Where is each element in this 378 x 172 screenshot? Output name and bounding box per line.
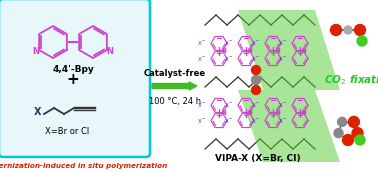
- Text: X$^-$: X$^-$: [224, 101, 233, 109]
- Text: X$^-$: X$^-$: [278, 55, 287, 63]
- Text: X$^-$: X$^-$: [224, 39, 233, 47]
- Text: X$^-$: X$^-$: [278, 117, 287, 125]
- Text: N: N: [248, 49, 253, 54]
- Text: Quaternization-induced in situ polymerization: Quaternization-induced in situ polymeriz…: [0, 163, 167, 169]
- Text: Catalyst-free: Catalyst-free: [144, 69, 206, 78]
- Text: N: N: [248, 48, 253, 53]
- Text: N: N: [275, 49, 280, 54]
- Polygon shape: [238, 90, 340, 162]
- Text: N: N: [275, 48, 280, 53]
- Text: N: N: [302, 48, 307, 53]
- Text: N: N: [302, 110, 307, 115]
- Text: X$^-$: X$^-$: [197, 55, 206, 63]
- Text: N: N: [33, 47, 40, 56]
- Text: X$^-$: X$^-$: [251, 39, 260, 47]
- Circle shape: [355, 135, 365, 145]
- Text: X$^-$: X$^-$: [197, 101, 206, 109]
- Text: X=Br or Cl: X=Br or Cl: [45, 127, 89, 136]
- Text: N: N: [275, 110, 280, 115]
- Circle shape: [342, 135, 353, 146]
- Text: VIPA-X (X=Br, CI): VIPA-X (X=Br, CI): [215, 154, 301, 163]
- Text: N: N: [221, 48, 226, 53]
- Text: N: N: [275, 111, 280, 116]
- Text: X$^-$: X$^-$: [224, 117, 233, 125]
- Text: X$^-$: X$^-$: [251, 117, 260, 125]
- Circle shape: [338, 117, 347, 126]
- Circle shape: [251, 66, 260, 74]
- Circle shape: [352, 128, 363, 139]
- Text: N: N: [248, 111, 253, 116]
- Text: X$^-$: X$^-$: [251, 55, 260, 63]
- Polygon shape: [238, 10, 340, 90]
- Text: N: N: [221, 110, 226, 115]
- Text: X$^-$: X$^-$: [278, 101, 287, 109]
- Text: CO$_2$ fixation: CO$_2$ fixation: [324, 73, 378, 87]
- Text: X$^-$: X$^-$: [224, 55, 233, 63]
- Text: 4,4'-Bpy: 4,4'-Bpy: [52, 65, 94, 74]
- Text: N: N: [106, 47, 113, 56]
- Text: X$^-$: X$^-$: [278, 39, 287, 47]
- Text: N: N: [221, 111, 226, 116]
- Circle shape: [344, 26, 352, 34]
- Text: X$^-$: X$^-$: [251, 101, 260, 109]
- Circle shape: [349, 116, 359, 127]
- FancyBboxPatch shape: [0, 0, 150, 157]
- Text: X$^-$: X$^-$: [197, 39, 206, 47]
- Circle shape: [251, 85, 260, 94]
- Text: X$^-$: X$^-$: [197, 117, 206, 125]
- Circle shape: [355, 24, 366, 35]
- Text: 100 °C, 24 h: 100 °C, 24 h: [149, 97, 201, 106]
- Text: +: +: [67, 73, 79, 88]
- Text: N: N: [221, 49, 226, 54]
- Text: N: N: [248, 110, 253, 115]
- Circle shape: [251, 76, 260, 84]
- Text: N: N: [302, 49, 307, 54]
- Circle shape: [357, 36, 367, 46]
- Circle shape: [334, 129, 343, 138]
- FancyArrow shape: [152, 82, 197, 90]
- Text: X: X: [34, 107, 42, 117]
- Text: N: N: [302, 111, 307, 116]
- Circle shape: [330, 24, 341, 35]
